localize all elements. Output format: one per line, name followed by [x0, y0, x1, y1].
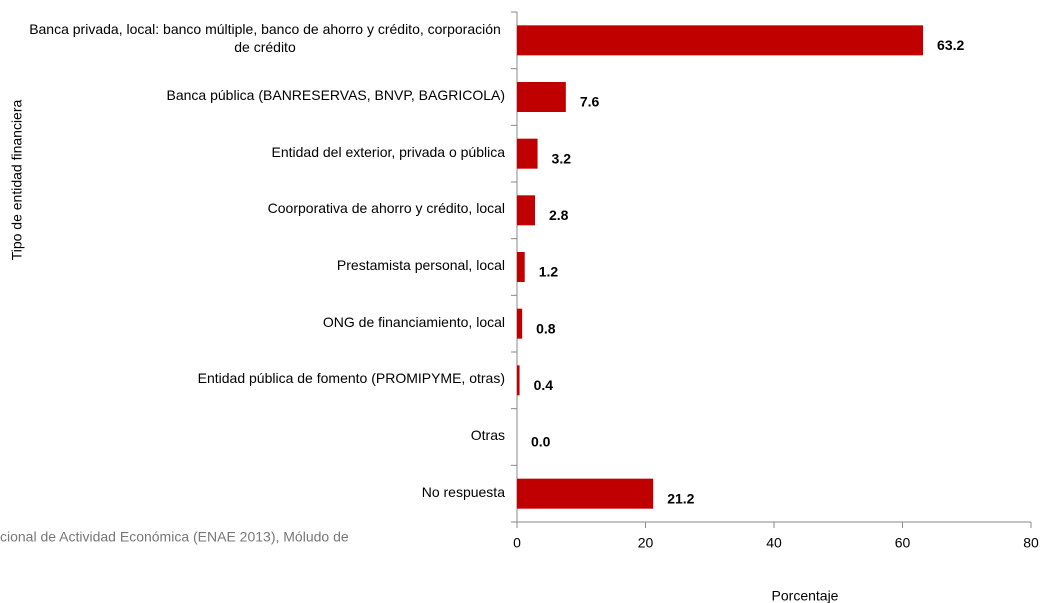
value-label: 63.2 — [937, 37, 964, 53]
value-label: 2.8 — [549, 207, 569, 223]
x-axis-label: Porcentaje — [772, 588, 839, 603]
bar — [517, 138, 538, 169]
value-label: 3.2 — [552, 150, 572, 166]
bar — [517, 25, 924, 56]
source-note: cional de Actividad Económica (ENAE 2013… — [0, 529, 349, 545]
y-tick-label: Coorporativa de ahorro y crédito, local — [267, 200, 505, 217]
bar — [517, 252, 525, 282]
x-tick-label: 0 — [513, 535, 521, 551]
y-tick-label: Prestamista personal, local — [336, 257, 505, 273]
y-tick-label: No respuesta — [421, 483, 505, 500]
bar — [517, 308, 523, 339]
y-tick-label: Entidad pública de fomento (PROMIPYME, o… — [197, 370, 505, 387]
bar — [517, 82, 566, 112]
value-label: 0.0 — [531, 434, 551, 450]
x-tick-label: 20 — [638, 535, 654, 551]
bar — [517, 365, 520, 396]
value-label: 7.6 — [580, 94, 600, 110]
y-tick-label: Entidad del exterior, privada o pública — [271, 143, 505, 160]
y-tick-label: ONG de financiamiento, local — [322, 313, 505, 330]
value-label: 0.8 — [536, 320, 556, 336]
x-tick-label: 40 — [766, 535, 782, 551]
value-label: 21.2 — [667, 490, 694, 506]
y-tick-label: Otras — [470, 427, 505, 443]
x-tick-label: 80 — [1023, 535, 1039, 551]
y-tick-label: Banca pública (BANRESERVAS, BNVP, BAGRIC… — [166, 87, 505, 103]
y-axis-label: Tipo de entidad financiera — [9, 99, 25, 260]
value-label: 1.2 — [539, 264, 559, 280]
bar — [517, 195, 535, 226]
bar — [517, 478, 654, 509]
x-tick-label: 60 — [895, 535, 911, 551]
y-tick-label: Banca privada, local: banco múltiple, ba… — [29, 21, 501, 56]
value-label: 0.4 — [534, 377, 554, 393]
